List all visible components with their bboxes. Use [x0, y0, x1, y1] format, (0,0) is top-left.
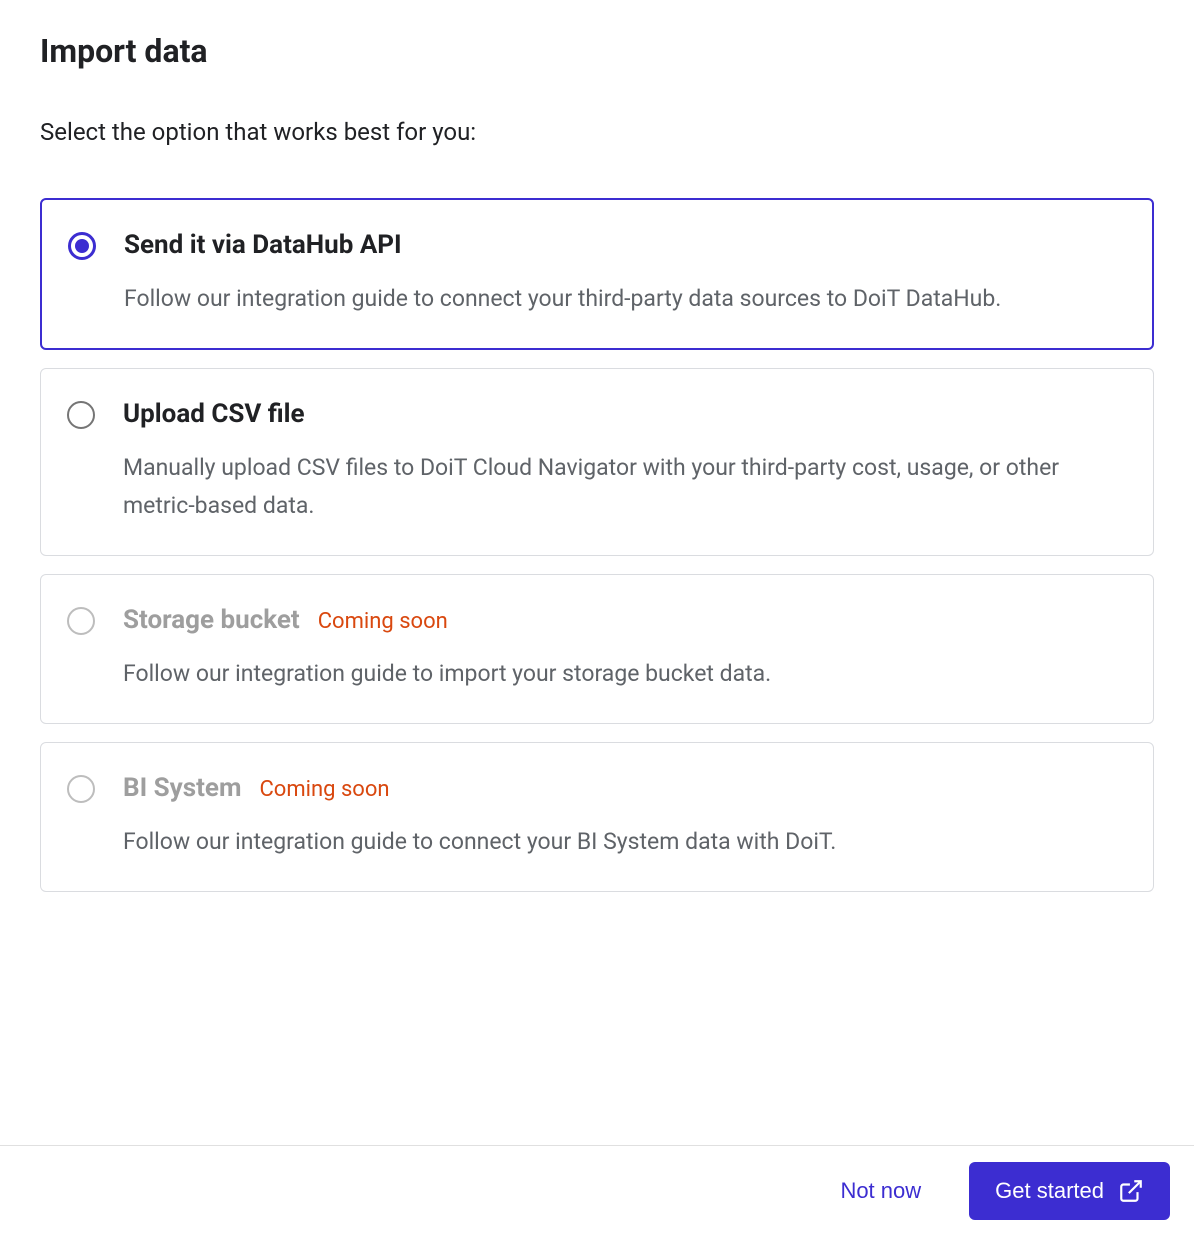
radio-icon [67, 401, 95, 429]
option-title: Storage bucket [123, 605, 300, 635]
option-title: BI System [123, 773, 241, 803]
option-description: Follow our integration guide to connect … [123, 823, 1123, 861]
coming-soon-badge: Coming soon [259, 777, 389, 802]
option-title: Send it via DataHub API [124, 230, 402, 260]
option-bi-system: BI System Coming soon Follow our integra… [40, 742, 1154, 892]
options-list: Send it via DataHub API Follow our integ… [40, 198, 1154, 892]
get-started-button[interactable]: Get started [969, 1162, 1170, 1220]
radio-icon [67, 775, 95, 803]
option-title: Upload CSV file [123, 399, 305, 429]
radio-icon [67, 607, 95, 635]
dialog-footer: Not now Get started [0, 1145, 1194, 1236]
external-link-icon [1118, 1178, 1144, 1204]
option-upload-csv[interactable]: Upload CSV file Manually upload CSV file… [40, 368, 1154, 556]
option-description: Follow our integration guide to connect … [124, 280, 1122, 318]
dialog-subtitle: Select the option that works best for yo… [40, 118, 1154, 146]
option-storage-bucket: Storage bucket Coming soon Follow our in… [40, 574, 1154, 724]
coming-soon-badge: Coming soon [318, 609, 448, 634]
import-data-dialog: Import data Select the option that works… [0, 0, 1194, 892]
radio-icon [68, 232, 96, 260]
dialog-title: Import data [40, 32, 1154, 70]
not-now-button[interactable]: Not now [814, 1162, 947, 1220]
option-datahub-api[interactable]: Send it via DataHub API Follow our integ… [40, 198, 1154, 350]
option-description: Manually upload CSV files to DoiT Cloud … [123, 449, 1123, 525]
option-description: Follow our integration guide to import y… [123, 655, 1123, 693]
get-started-label: Get started [995, 1178, 1104, 1204]
